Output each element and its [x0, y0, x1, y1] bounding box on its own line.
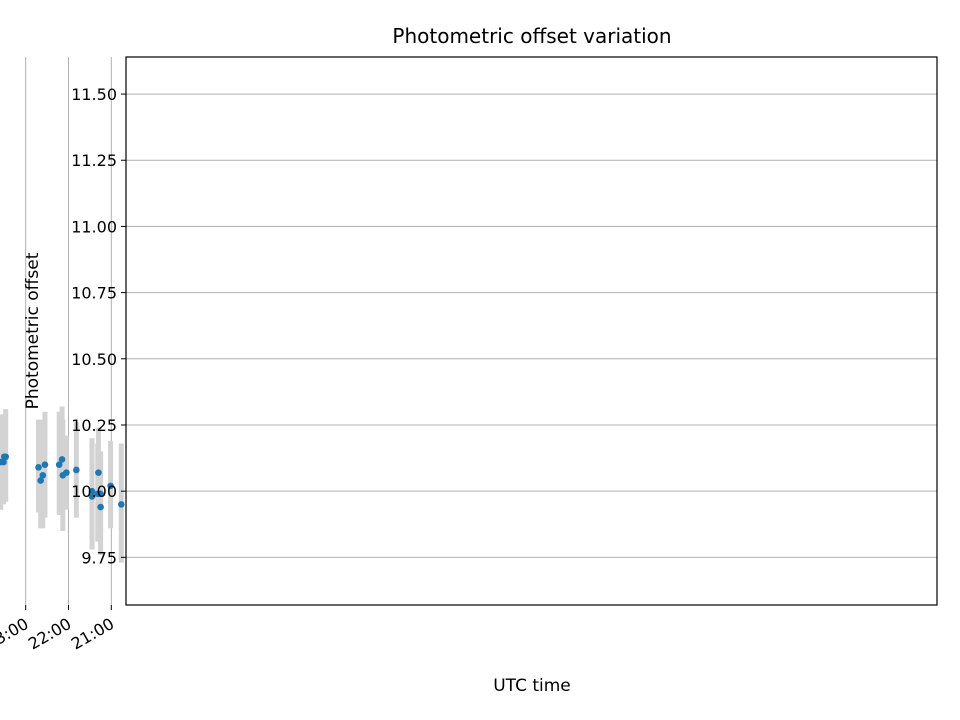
y-tick-label: 10.25 [71, 416, 117, 435]
y-tick-label: 11.50 [71, 85, 117, 104]
data-point [88, 493, 96, 500]
y-tick-label: 11.25 [71, 151, 117, 170]
data-point [59, 471, 67, 479]
data-point [73, 466, 80, 474]
data-point [94, 490, 102, 498]
data-point [0, 453, 8, 461]
y-tick-label: 10.00 [71, 482, 117, 501]
data-point [55, 461, 63, 468]
y-axis-label: Photometric offset [23, 252, 43, 409]
data-point [39, 471, 47, 479]
data-point [107, 482, 114, 490]
data-point [97, 503, 104, 511]
data-point [41, 461, 49, 468]
data-point [35, 464, 42, 471]
data-point [37, 477, 44, 484]
y-tick-label: 10.75 [71, 284, 117, 303]
y-tick-label: 9.75 [81, 548, 117, 567]
chart-title: Photometric offset variation [392, 24, 671, 48]
data-point [95, 469, 102, 476]
y-tick-label: 10.50 [71, 350, 117, 369]
grid [25, 57, 937, 605]
y-tick-label: 11.00 [71, 217, 117, 236]
data-point [58, 456, 66, 463]
data-point [88, 487, 96, 495]
plot-frame [125, 56, 938, 606]
data-point [0, 458, 5, 466]
data-point [117, 501, 125, 508]
y-axis-ticks: 9.75 10.00 10.25 10.50 10.75 11.00 11.25 11.50 [71, 85, 126, 567]
data-points [0, 453, 125, 511]
x-axis-label: UTC time [493, 676, 571, 696]
